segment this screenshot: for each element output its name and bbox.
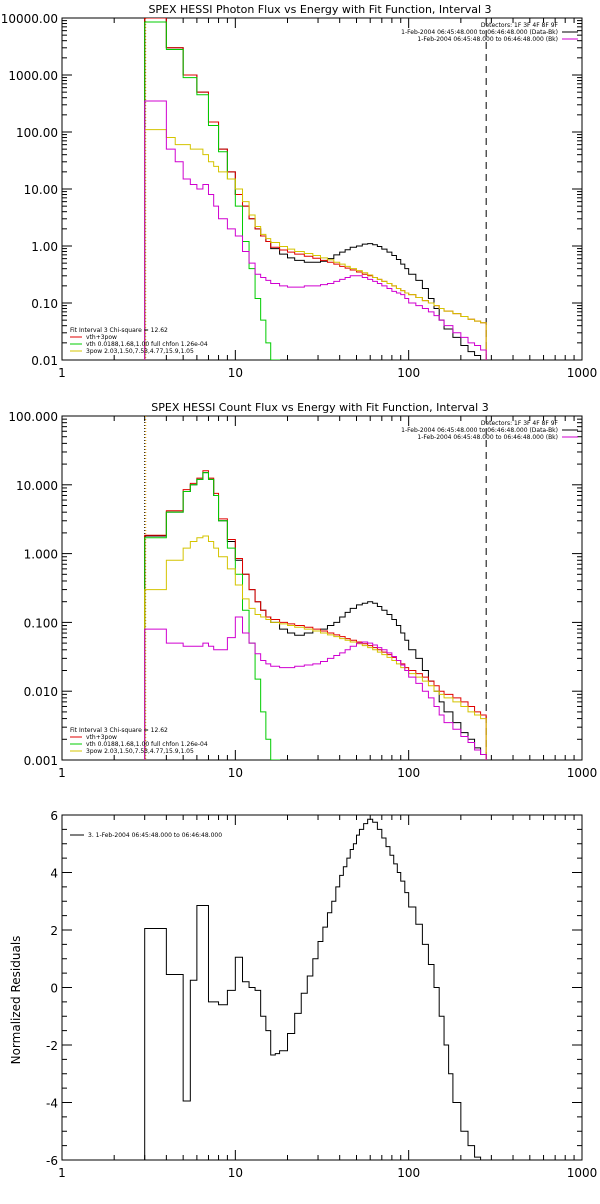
count-legend-bl-3: 3pow 2.03,1.50,7.53,4.77,15.9,1.05 bbox=[86, 748, 194, 755]
photon-series-group bbox=[144, 18, 487, 360]
photon-plot-frame bbox=[61, 17, 583, 361]
count-y-tick-label-1-000: 1.000 bbox=[24, 548, 58, 562]
residuals-x-tick-label-100: 100 bbox=[397, 1166, 420, 1180]
count-x-tick-label-10: 10 bbox=[228, 766, 243, 780]
photon-x-tick-label-1000: 1000 bbox=[567, 366, 598, 380]
residuals-y-tick-label-2: -2 bbox=[46, 1039, 58, 1053]
residuals-y-tick-label-0: 0 bbox=[50, 982, 58, 996]
photon-y-tick-label-1-00: 1.00 bbox=[31, 240, 58, 254]
count-series-0-line bbox=[144, 472, 487, 760]
count-y-tick-label-0-010: 0.010 bbox=[24, 685, 58, 699]
residuals-series-0-line bbox=[144, 818, 487, 1160]
photon-legend-bl-2: vth 0.0188,1.68,1.00 full chfon 1.26e-04 bbox=[86, 341, 208, 348]
count-legend-tr-2: 1-Feb-2004 06:45:48.000 to 06:46:48.000 … bbox=[417, 434, 558, 441]
count-x-tick-label-1: 1 bbox=[58, 766, 66, 780]
photon-x-tick-label-100: 100 bbox=[397, 366, 420, 380]
photon-legend-bl-0: Fit Interval 3 Chi-square = 12.62 bbox=[70, 327, 168, 334]
photon-legend-bl-1: vth+3pow bbox=[86, 334, 117, 341]
photon-y-tick-label-0-10: 0.10 bbox=[31, 297, 58, 311]
count-series-4-line bbox=[144, 616, 487, 760]
residuals-y-tick-label-6: 6 bbox=[50, 809, 58, 823]
count-x-tick-label-100: 100 bbox=[397, 766, 420, 780]
residuals-legend-tl-0: 3. 1-Feb-2004 06:45:48.000 to 06:46:48.0… bbox=[88, 832, 222, 839]
count-series-group bbox=[144, 470, 487, 760]
count-legend-bl-2: vth 0.0188,1.68,1.00 full chfon 1.26e-04 bbox=[86, 741, 208, 748]
photon-x-tick-label-1: 1 bbox=[58, 366, 66, 380]
photon-series-1-line bbox=[144, 18, 487, 360]
count-legend-tr-1: 1-Feb-2004 06:45:48.000 to 06:46:48.000 … bbox=[401, 427, 558, 434]
panel-count-flux: SPEX HESSI Count Flux vs Energy with Fit… bbox=[8, 401, 597, 780]
photon-legend-tr-0: Detectors: 1F 3F 4F 8F 9F bbox=[481, 22, 559, 29]
photon-series-4-line bbox=[144, 100, 487, 360]
count-plot-frame bbox=[61, 415, 583, 761]
photon-legend-tr-2: 1-Feb-2004 06:45:48.000 to 06:46:48.000 … bbox=[417, 36, 558, 43]
residuals-y-tick-label-2: 2 bbox=[50, 924, 58, 938]
residuals-y-tick-label-6: -6 bbox=[46, 1154, 58, 1168]
residuals-x-tick-label-10: 10 bbox=[228, 1166, 243, 1180]
count-series-1-line bbox=[144, 470, 487, 760]
count-series-3-line bbox=[144, 535, 487, 760]
count-series-2-line bbox=[144, 472, 281, 760]
count-chart-title: SPEX HESSI Count Flux vs Energy with Fit… bbox=[151, 401, 488, 414]
residuals-series-group bbox=[144, 818, 487, 1160]
residuals-y-tick-label-4: 4 bbox=[50, 867, 58, 881]
photon-y-tick-label-100-00: 100.00 bbox=[16, 126, 58, 140]
photon-y-tick-label-10-00: 10.00 bbox=[24, 183, 58, 197]
photon-x-tick-label-10: 10 bbox=[228, 366, 243, 380]
count-y-tick-label-0-100: 0.100 bbox=[24, 616, 58, 630]
photon-legend-bl-3: 3pow 2.03,1.50,7.53,4.77,15.9,1.05 bbox=[86, 348, 194, 355]
residuals-y-tick-label-4: -4 bbox=[46, 1097, 58, 1111]
count-y-tick-label-100-000: 100.000 bbox=[8, 410, 58, 424]
count-legend-tr-0: Detectors: 1F 3F 4F 8F 9F bbox=[481, 420, 559, 427]
photon-legend-tr-1: 1-Feb-2004 06:45:48.000 to 06:46:48.000 … bbox=[401, 29, 558, 36]
count-legend-bl-1: vth+3pow bbox=[86, 734, 117, 741]
photon-chart-title: SPEX HESSI Photon Flux vs Energy with Fi… bbox=[148, 3, 491, 16]
photon-series-2-line bbox=[144, 21, 281, 360]
panel-photon-flux: SPEX HESSI Photon Flux vs Energy with Fi… bbox=[1, 3, 598, 380]
residuals-x-tick-label-1: 1 bbox=[58, 1166, 66, 1180]
count-y-tick-label-0-001: 0.001 bbox=[24, 754, 58, 768]
photon-series-3-line bbox=[144, 129, 487, 360]
count-x-tick-label-1000: 1000 bbox=[567, 766, 598, 780]
residuals-y-axis-label: Normalized Residuals bbox=[9, 936, 23, 1065]
photon-y-tick-label-1000-00: 1000.00 bbox=[8, 69, 58, 83]
residuals-x-tick-label-1000: 1000 bbox=[567, 1166, 598, 1180]
count-legend-bl-0: Fit Interval 3 Chi-square = 12.62 bbox=[70, 727, 168, 734]
photon-y-tick-label-0-01: 0.01 bbox=[31, 354, 58, 368]
count-y-tick-label-10-000: 10.000 bbox=[16, 479, 58, 493]
panel-residuals: Normalized Residuals 1 10 100 1000 6 4 2 0 -2 -4 -… bbox=[9, 809, 597, 1180]
residuals-plot-frame bbox=[61, 814, 583, 1161]
photon-y-tick-label-10000-00: 10000.00 bbox=[1, 12, 58, 26]
photon-series-0-line bbox=[144, 18, 487, 360]
